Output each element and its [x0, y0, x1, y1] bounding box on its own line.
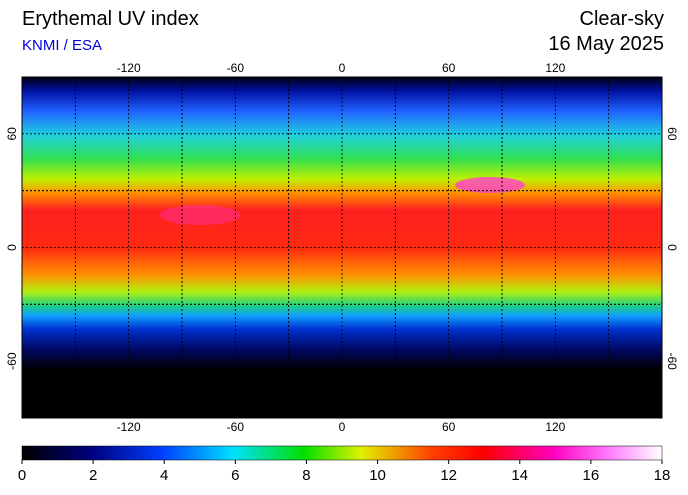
lat-label-left: 0: [5, 244, 19, 251]
date: 16 May 2025: [548, 33, 664, 55]
lon-label-bottom: 60: [442, 420, 456, 434]
graticule: [22, 77, 662, 418]
lon-label-bottom: -60: [227, 420, 245, 434]
sky-condition: Clear-sky: [580, 8, 664, 30]
lat-label-right: 60: [665, 127, 679, 141]
colorbar-label: 0: [18, 467, 26, 484]
lat-label-left: -60: [5, 352, 19, 370]
lon-label-bottom: -120: [117, 420, 141, 434]
lon-label-bottom: 120: [545, 420, 565, 434]
colorbar: [21, 445, 663, 461]
colorbar-label: 16: [583, 467, 600, 484]
title: Erythemal UV index: [22, 8, 199, 30]
lon-label-top: 60: [442, 61, 456, 75]
colorbar-label: 14: [511, 467, 528, 484]
colorbar-label: 12: [440, 467, 457, 484]
lon-label-top: -120: [117, 61, 141, 75]
source: KNMI / ESA: [22, 37, 102, 54]
colorbar-label: 8: [302, 467, 310, 484]
lon-label-bottom: 0: [339, 420, 346, 434]
lat-label-right: 0: [665, 244, 679, 251]
colorbar-label: 2: [89, 467, 97, 484]
tibet-high: [455, 177, 525, 193]
colorbar-label: 10: [369, 467, 386, 484]
lon-label-top: -60: [227, 61, 245, 75]
colorbar-label: 18: [654, 467, 671, 484]
colorbar-label: 4: [160, 467, 168, 484]
lat-label-right: -60: [665, 352, 679, 370]
high-uv-patch: [160, 205, 240, 225]
lat-label-left: 60: [5, 127, 19, 141]
map-frame: [21, 76, 663, 419]
colorbar-label: 6: [231, 467, 239, 484]
lon-label-top: 0: [339, 61, 346, 75]
lon-label-top: 120: [545, 61, 565, 75]
